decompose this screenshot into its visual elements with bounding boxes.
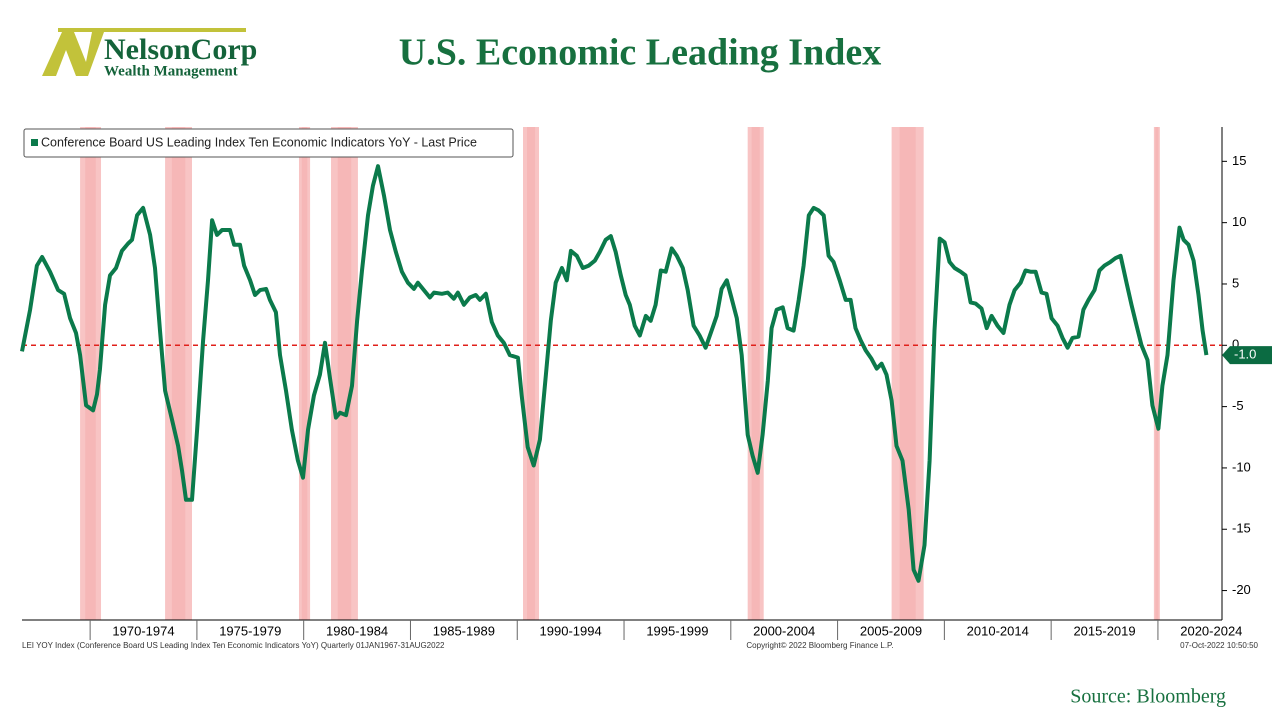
y-tick-label: -20 [1232, 582, 1251, 597]
legend: Conference Board US Leading Index Ten Ec… [23, 128, 514, 158]
legend-swatch [31, 139, 38, 146]
x-period-label: 1980-1984 [326, 623, 388, 638]
y-tick-label: -5 [1232, 398, 1244, 413]
footer-center: Copyright© 2022 Bloomberg Finance L.P. [746, 641, 893, 650]
y-tick-label: 15 [1232, 153, 1246, 168]
recession-band-core [171, 127, 186, 620]
x-period-label: 1995-1999 [646, 623, 708, 638]
last-price-label: -1.0 [1234, 347, 1256, 362]
recession-band-core [85, 127, 96, 620]
y-tick-label: -10 [1232, 459, 1251, 474]
legend-label: Conference Board US Leading Index Ten Ec… [41, 135, 477, 149]
recession-band-core [301, 127, 308, 620]
x-period-label: 2010-2014 [967, 623, 1029, 638]
series-line [20, 164, 1209, 583]
x-period-label: 1975-1979 [219, 623, 281, 638]
source: Source: Bloomberg [1070, 686, 1226, 708]
logo-name: NelsonCorp [104, 33, 257, 66]
x-period-label: 2005-2009 [860, 623, 922, 638]
legend-box [23, 128, 514, 158]
recession-band-core [337, 127, 352, 620]
footer-left: LEI YOY Index (Conference Board US Leadi… [22, 641, 445, 650]
y-tick-label: 5 [1232, 275, 1239, 290]
x-period-label: 1990-1994 [540, 623, 602, 638]
x-period-label: 2000-2004 [753, 623, 815, 638]
recession-band-core [1155, 127, 1159, 620]
plot-area: 15 10 5 0 -5 -10 -15 -20 1970-1974 1975-1979 1980-… [20, 127, 1272, 640]
chart-title: U.S. Economic Leading Index [399, 32, 881, 74]
logo-sub: Wealth Management [104, 63, 238, 79]
recession-band-core [899, 127, 916, 620]
footer-right: 07-Oct-2022 10:50:50 [1180, 641, 1258, 650]
logo-mark [42, 32, 104, 76]
x-period-label: 2020-2024 [1180, 623, 1242, 638]
recession-band-core [527, 127, 536, 620]
logo: NelsonCorp Wealth Management [42, 28, 257, 79]
x-period-label: 1985-1989 [433, 623, 495, 638]
x-period-label: 1970-1974 [112, 623, 174, 638]
last-price-box [1222, 346, 1272, 365]
y-tick-label: 10 [1232, 214, 1246, 229]
y-tick-label: -15 [1232, 521, 1251, 536]
y-tick-label: 0 [1232, 337, 1239, 352]
x-period-label: 2015-2019 [1073, 623, 1135, 638]
recession-band-core [751, 127, 760, 620]
